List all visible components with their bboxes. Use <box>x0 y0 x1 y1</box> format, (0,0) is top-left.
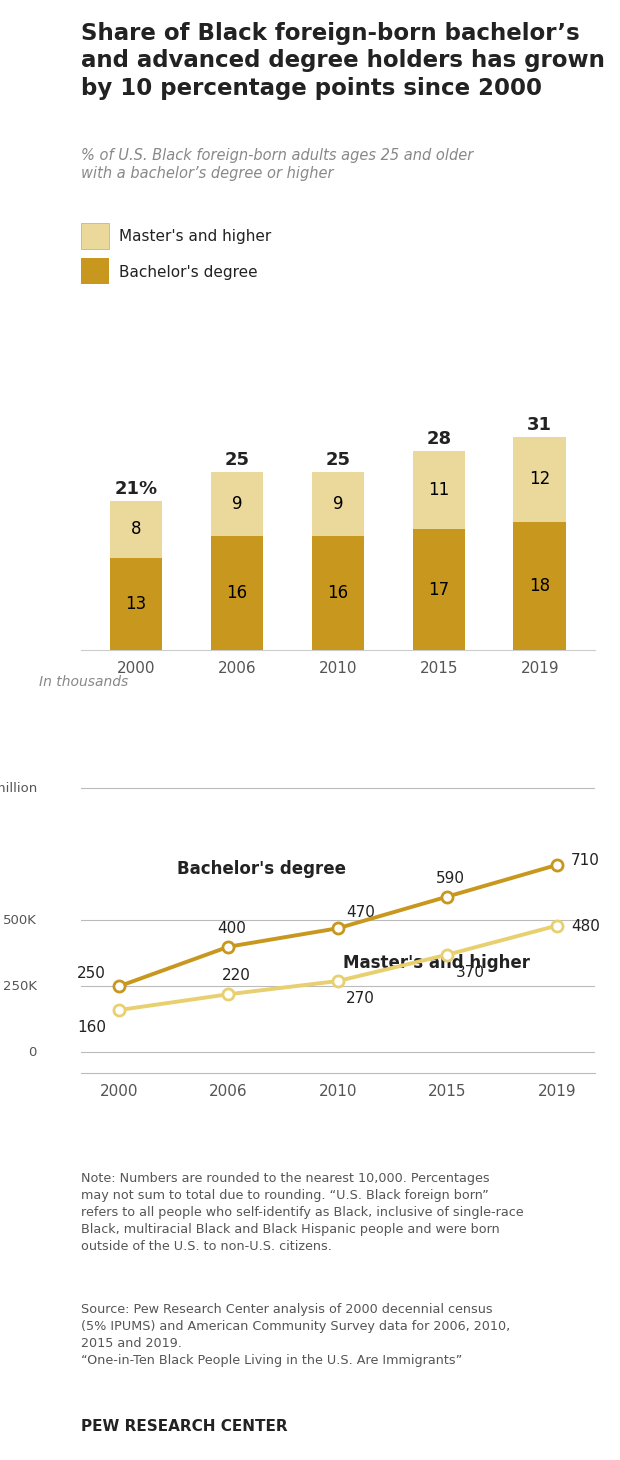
Text: 400: 400 <box>217 921 246 936</box>
Text: 17: 17 <box>428 581 450 599</box>
Bar <box>513 523 566 650</box>
Text: 21%: 21% <box>115 480 157 498</box>
Text: 8: 8 <box>131 520 141 539</box>
Text: 590: 590 <box>436 870 465 886</box>
Text: Master's and higher: Master's and higher <box>119 229 272 244</box>
Text: 25: 25 <box>224 451 249 469</box>
Text: PEW RESEARCH CENTER: PEW RESEARCH CENTER <box>81 1419 287 1435</box>
Text: 270: 270 <box>346 991 375 1006</box>
Text: 28: 28 <box>426 431 451 448</box>
Text: Source: Pew Research Center analysis of 2000 decennial census
(5% IPUMS) and Ame: Source: Pew Research Center analysis of … <box>81 1304 510 1367</box>
Text: 25: 25 <box>326 451 350 469</box>
Text: 1 million: 1 million <box>0 783 37 794</box>
Bar <box>81 258 109 285</box>
Bar <box>110 558 162 650</box>
Bar <box>412 529 465 650</box>
Text: 13: 13 <box>125 594 147 613</box>
Bar <box>211 536 264 650</box>
Text: In thousands: In thousands <box>40 675 129 689</box>
Text: 0: 0 <box>29 1045 37 1058</box>
Bar <box>312 472 364 536</box>
Bar <box>513 437 566 523</box>
Text: % of U.S. Black foreign-born adults ages 25 and older
with a bachelor’s degree o: % of U.S. Black foreign-born adults ages… <box>81 147 473 181</box>
Text: 31: 31 <box>527 416 552 434</box>
Text: Bachelor's degree: Bachelor's degree <box>177 860 346 877</box>
Bar <box>110 501 162 558</box>
Text: Note: Numbers are rounded to the nearest 10,000. Percentages
may not sum to tota: Note: Numbers are rounded to the nearest… <box>81 1172 523 1253</box>
Text: 500K: 500K <box>3 914 37 927</box>
Text: 9: 9 <box>232 495 242 514</box>
Text: Share of Black foreign-born bachelor’s
and advanced degree holders has grown
by : Share of Black foreign-born bachelor’s a… <box>81 22 604 99</box>
Bar <box>211 472 264 536</box>
Bar <box>412 451 465 529</box>
Text: 250: 250 <box>78 967 106 981</box>
Text: 250K: 250K <box>3 980 37 993</box>
Text: 220: 220 <box>221 968 250 984</box>
Text: 16: 16 <box>327 584 348 602</box>
Bar <box>81 223 109 248</box>
Text: 18: 18 <box>529 577 551 596</box>
Bar <box>312 536 364 650</box>
Text: 9: 9 <box>333 495 343 514</box>
Text: Bachelor's degree: Bachelor's degree <box>119 264 258 279</box>
Text: 710: 710 <box>571 853 600 867</box>
Text: 370: 370 <box>456 965 485 980</box>
Text: 16: 16 <box>226 584 247 602</box>
Text: 480: 480 <box>571 920 600 934</box>
Text: Master's and higher: Master's and higher <box>343 953 530 972</box>
Text: 11: 11 <box>428 480 450 499</box>
Text: 12: 12 <box>529 470 551 488</box>
Text: 160: 160 <box>78 1021 106 1035</box>
Text: 470: 470 <box>346 905 375 920</box>
